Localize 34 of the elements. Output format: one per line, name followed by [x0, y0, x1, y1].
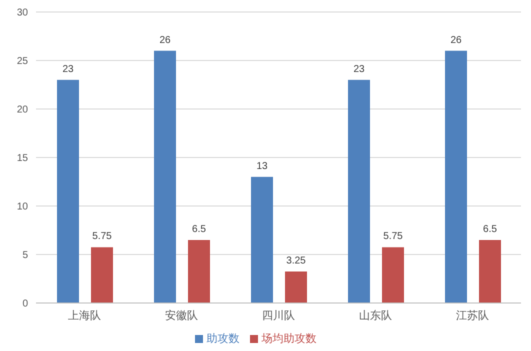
data-label: 26	[159, 34, 171, 46]
data-label: 3.25	[286, 255, 306, 266]
y-tick-label: 0	[22, 298, 28, 310]
x-tick-label: 上海队	[68, 308, 101, 322]
bar	[382, 247, 404, 303]
legend-label: 助攻数	[206, 333, 240, 345]
y-tick-label: 20	[16, 104, 28, 116]
y-tick-label: 30	[16, 8, 28, 19]
data-label: 6.5	[192, 224, 206, 235]
y-tick-label: 15	[16, 153, 28, 164]
x-tick-label: 山东队	[359, 308, 392, 322]
bar	[91, 247, 113, 303]
y-tick-label: 5	[22, 250, 28, 262]
bar	[285, 271, 307, 303]
x-tick-label: 安徽队	[165, 308, 198, 322]
data-label: 5.75	[92, 231, 112, 242]
data-label: 6.5	[483, 224, 498, 235]
bar	[348, 80, 370, 303]
bar	[188, 240, 210, 303]
bar	[479, 240, 501, 303]
data-label: 5.75	[383, 231, 404, 242]
data-label: 23	[353, 64, 365, 75]
bar	[154, 50, 176, 303]
x-tick-label: 四川队	[262, 308, 295, 322]
y-tick-label: 10	[16, 202, 28, 213]
legend-label: 场均助攻数	[262, 333, 316, 345]
bar	[445, 50, 467, 303]
bar	[57, 80, 79, 303]
data-label: 23	[62, 64, 74, 75]
x-tick-label: 江苏队	[456, 308, 489, 322]
data-label: 13	[256, 160, 268, 172]
data-label: 26	[450, 34, 462, 46]
y-tick-label: 25	[16, 56, 28, 68]
bar	[251, 176, 273, 303]
